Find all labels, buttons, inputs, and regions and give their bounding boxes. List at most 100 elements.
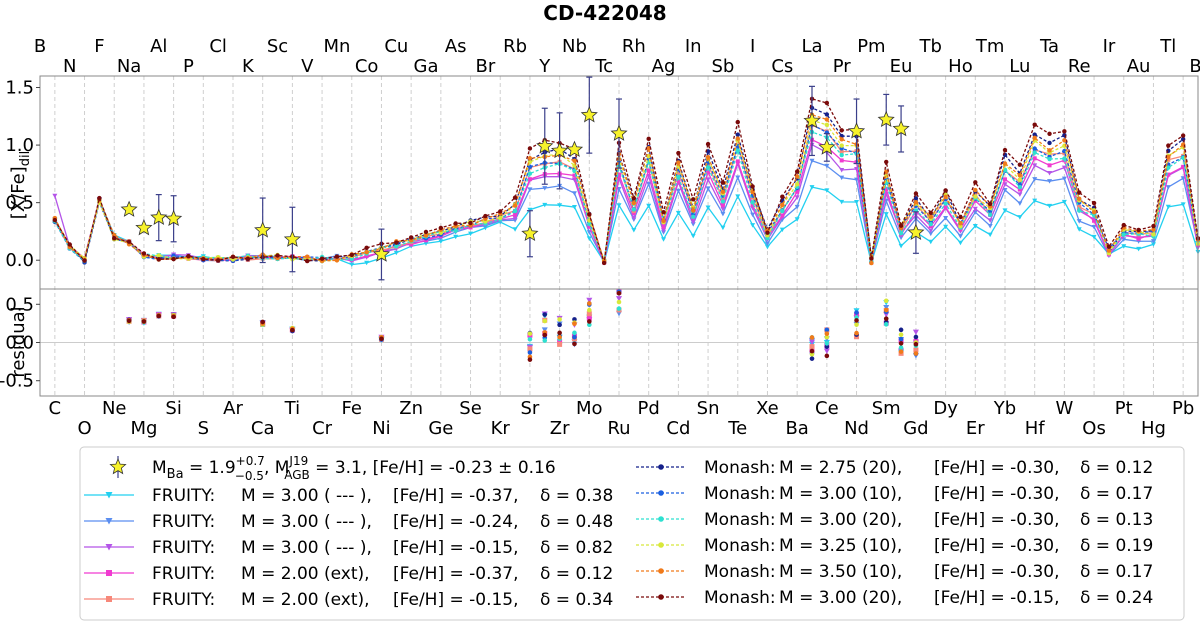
legend-marker <box>658 516 664 522</box>
series-point <box>1061 176 1067 182</box>
residual-point <box>572 334 577 340</box>
element-label-bottom: Fe <box>342 398 362 419</box>
series-point <box>943 194 948 200</box>
observation-star <box>907 223 925 240</box>
series-point <box>824 112 830 117</box>
series-point <box>1047 170 1053 176</box>
residual-point <box>898 349 904 354</box>
legend-entry-monash: Monash: M = 3.00 (20), [Fe/H] = -0.15, δ = … <box>636 588 1153 608</box>
series-point <box>527 187 533 192</box>
residual-point <box>854 330 859 336</box>
grid <box>40 76 1198 396</box>
element-label-bottom: Ge <box>428 418 453 439</box>
series-point <box>780 194 785 199</box>
element-label-bottom: Xe <box>756 398 779 419</box>
y-ticks: 0.0 0.5 1.0 1.5 0.5 0.0 -0.5 <box>0 78 40 392</box>
observation-star <box>877 110 895 128</box>
element-label-top: Y <box>538 56 551 77</box>
series-point <box>571 205 577 210</box>
residual-point <box>809 356 815 361</box>
legend-delta: δ = 0.13 <box>1080 510 1153 530</box>
series-point <box>453 234 459 240</box>
series-point <box>1166 165 1171 170</box>
series-point <box>527 171 533 176</box>
series-point <box>958 221 963 226</box>
series-point <box>972 206 978 212</box>
element-label-bottom: C <box>49 398 62 419</box>
series-line <box>54 131 1199 263</box>
legend-mass: M = 3.00 (20), <box>779 588 902 608</box>
series-point <box>1077 190 1082 195</box>
element-label-top: Pm <box>857 36 885 57</box>
series-point <box>1121 244 1127 249</box>
series-point <box>661 228 667 233</box>
legend-obs-sup: +0.7 <box>236 454 265 468</box>
observation-star <box>892 119 910 137</box>
series-point <box>794 169 800 174</box>
series-point <box>557 203 563 208</box>
series-point <box>52 217 58 223</box>
residual-point <box>557 322 562 328</box>
series-point <box>156 253 161 258</box>
series-point <box>1150 239 1156 244</box>
series-point <box>215 258 221 263</box>
residual-point <box>898 327 904 333</box>
series-point <box>720 189 726 195</box>
series-layer <box>52 96 1200 268</box>
observation-point <box>877 93 895 146</box>
series-point <box>631 200 637 206</box>
series-point <box>1091 234 1097 240</box>
observation-point <box>892 105 910 153</box>
legend-marker <box>658 464 664 470</box>
series-point <box>794 195 800 200</box>
legend-marker <box>105 544 113 551</box>
observation-star <box>818 138 836 155</box>
series-point <box>126 239 132 244</box>
residual-point <box>913 341 919 347</box>
element-label-top: Eu <box>890 56 913 77</box>
residual-point <box>586 297 593 304</box>
series-point <box>1017 177 1023 182</box>
legend-mass: M = 3.00 ( --- ), <box>241 486 372 506</box>
element-label-top: P <box>183 56 194 77</box>
series-point <box>1061 165 1067 171</box>
element-label-bottom: W <box>1055 398 1073 419</box>
residual-point <box>557 341 563 347</box>
series-point <box>364 250 369 255</box>
series-point <box>631 216 637 221</box>
element-label-bottom: Ru <box>607 418 630 439</box>
element-label-top: Pr <box>833 56 852 77</box>
series-point <box>1017 162 1023 167</box>
series-point <box>171 256 176 262</box>
series-point <box>512 195 518 200</box>
legend-feh: [Fe/H] = -0.30, <box>934 484 1060 504</box>
legend-feh: [Fe/H] = -0.30, <box>934 536 1060 556</box>
element-label-bottom: Yb <box>993 398 1016 419</box>
series-point <box>705 186 711 191</box>
series-point <box>1121 222 1126 228</box>
series-point <box>913 200 919 205</box>
series-point <box>586 236 592 241</box>
series-point <box>1002 208 1008 213</box>
series-point <box>1062 156 1067 161</box>
series-point <box>512 227 518 232</box>
series-point <box>824 163 830 169</box>
series-point <box>438 239 444 244</box>
residual-point <box>883 307 889 313</box>
series-point <box>795 189 800 194</box>
legend-mass: M = 3.00 ( --- ), <box>241 512 372 532</box>
legend-entry-fruity: FRUITY: M = 3.00 ( --- ), [Fe/H] = -0.24, δ… <box>84 512 613 532</box>
legend-mass: M = 3.50 (10), <box>779 562 902 582</box>
residual-point <box>156 313 162 319</box>
series-point <box>601 260 607 266</box>
series-point <box>824 122 830 128</box>
residual-point <box>616 306 622 311</box>
legend-mass: M = 2.00 (ext), <box>241 590 370 610</box>
series-point <box>631 196 637 201</box>
element-label-top: N <box>63 56 76 77</box>
element-label-bottom: Hf <box>1025 418 1046 439</box>
top-y-axis-label-sub: dil <box>18 151 33 166</box>
series-point <box>587 212 592 217</box>
observation-point <box>847 98 866 165</box>
element-label-top: Tc <box>594 56 613 77</box>
